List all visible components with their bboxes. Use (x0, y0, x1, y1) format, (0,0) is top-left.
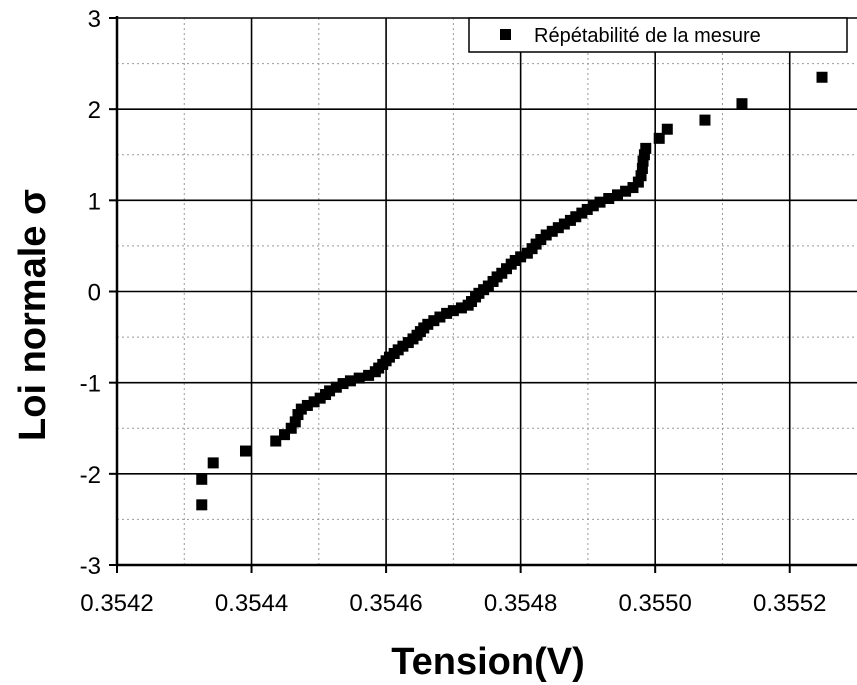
y-tick-labels: -3 -2 -1 0 1 2 3 (80, 6, 101, 580)
x-tick-labels: 0.3542 0.3544 0.3546 0.3548 0.3550 0.3552 (80, 590, 826, 617)
data-point (515, 251, 527, 263)
data-point (620, 185, 632, 197)
y-tick-label: 0 (88, 280, 101, 307)
data-point (570, 211, 582, 223)
y-tick-label: -1 (80, 371, 101, 398)
y-tick-label: -3 (80, 553, 101, 580)
data-point (816, 71, 828, 83)
x-tick-label: 0.3542 (80, 590, 153, 617)
data-point (207, 457, 219, 469)
data-point (636, 162, 648, 174)
data-point (239, 445, 251, 457)
data-point (363, 369, 375, 381)
data-point (635, 170, 647, 182)
data-point (330, 381, 342, 393)
data-point (661, 123, 673, 135)
legend-box (468, 17, 848, 53)
x-axis-title: Tension(V) (391, 641, 585, 683)
data-point (308, 396, 320, 408)
data-point (196, 473, 208, 485)
data-point (434, 311, 446, 323)
axes (109, 16, 857, 573)
data-point (337, 378, 349, 390)
data-point (279, 429, 291, 441)
x-tick-label: 0.3552 (753, 590, 826, 617)
data-point (587, 200, 599, 212)
data-point (344, 375, 356, 387)
data-point (422, 318, 434, 330)
data-point (603, 193, 615, 205)
x-tick-label: 0.3544 (215, 590, 288, 617)
data-point (552, 222, 564, 234)
data-point (632, 176, 644, 188)
y-tick-label: 2 (88, 97, 101, 124)
data-point (640, 142, 652, 154)
data-point (638, 149, 650, 161)
data-point (289, 416, 301, 428)
data-point (441, 307, 453, 319)
data-point (653, 132, 665, 144)
data-point (270, 435, 282, 447)
data-point (581, 203, 593, 215)
data-point (295, 403, 307, 415)
data-point (736, 98, 748, 110)
legend-marker (500, 29, 511, 40)
data-point (196, 499, 208, 511)
data-point (699, 114, 711, 126)
legend: Répétabilité de la mesure (468, 17, 848, 53)
data-point (612, 189, 624, 201)
data-point (540, 229, 552, 241)
data-point (546, 225, 558, 237)
x-tick-label: 0.3550 (618, 590, 691, 617)
data-point (637, 155, 649, 167)
y-tick-label: 3 (88, 6, 101, 33)
data-point (558, 218, 570, 230)
data-point (285, 422, 297, 434)
data-point (353, 372, 365, 384)
data-points (196, 71, 828, 511)
data-point (455, 302, 467, 314)
data-point (447, 305, 459, 317)
y-axis-title: Loi normale σ (12, 189, 54, 441)
y-tick-label: 1 (88, 188, 101, 215)
y-tick-label: -2 (80, 462, 101, 489)
legend-label: Répétabilité de la mesure (534, 25, 761, 47)
data-point (428, 315, 440, 327)
x-tick-label: 0.3546 (349, 590, 422, 617)
data-point (301, 399, 313, 411)
data-point (594, 196, 606, 208)
data-point (324, 385, 336, 397)
x-tick-label: 0.3548 (484, 590, 557, 617)
